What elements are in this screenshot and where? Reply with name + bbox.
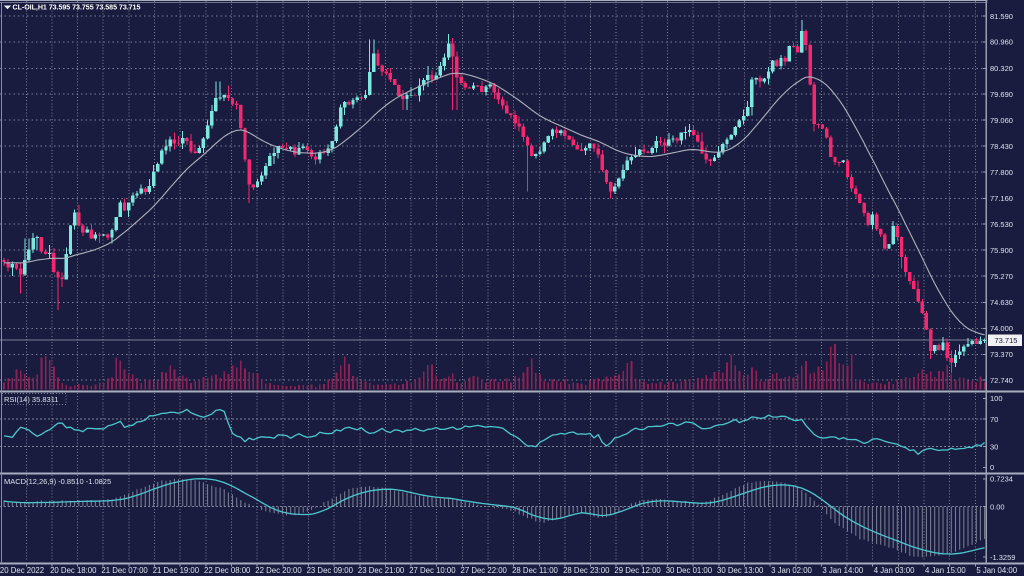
svg-text:76.530: 76.530 [990,220,1013,229]
svg-text:30 Dec 01:00: 30 Dec 01:00 [666,566,713,575]
svg-text:81.590: 81.590 [990,12,1013,21]
svg-text:22 Dec 20:00: 22 Dec 20:00 [255,566,302,575]
svg-text:30: 30 [990,443,998,452]
svg-text:23 Dec 09:00: 23 Dec 09:00 [307,566,354,575]
svg-text:20 Dec 18:00: 20 Dec 18:00 [50,566,97,575]
svg-text:21 Dec 19:00: 21 Dec 19:00 [153,566,200,575]
svg-text:27 Dec 22:00: 27 Dec 22:00 [461,566,508,575]
svg-text:73.370: 73.370 [990,350,1013,359]
svg-text:30 Dec 13:00: 30 Dec 13:00 [717,566,764,575]
svg-text:3 Jan 02:00: 3 Jan 02:00 [771,566,812,575]
svg-text:80.960: 80.960 [990,38,1013,47]
svg-text:79.060: 79.060 [990,116,1013,125]
svg-text:MACD(12,26,9) -0.8510 -1.0825: MACD(12,26,9) -0.8510 -1.0825 [4,477,111,486]
svg-text:28 Dec 23:00: 28 Dec 23:00 [563,566,610,575]
svg-text:0.00: 0.00 [990,502,1005,511]
svg-text:77.800: 77.800 [990,168,1013,177]
svg-text:74.000: 74.000 [990,324,1013,333]
svg-text:3 Jan 14:00: 3 Jan 14:00 [822,566,863,575]
svg-text:100: 100 [990,394,1003,403]
svg-text:70: 70 [990,415,998,424]
svg-text:80.320: 80.320 [990,64,1013,73]
svg-text:77.160: 77.160 [990,194,1013,203]
svg-text:27 Dec 10:00: 27 Dec 10:00 [409,566,456,575]
svg-text:CL-OIL,H1 73.595 73.755 73.58: CL-OIL,H1 73.595 73.755 73.585 73.715 [13,3,141,11]
svg-text:74.630: 74.630 [990,298,1013,307]
svg-text:4 Jan 15:00: 4 Jan 15:00 [925,566,966,575]
svg-text:-1.3259: -1.3259 [990,553,1015,562]
svg-text:79.690: 79.690 [990,90,1013,99]
svg-text:28 Dec 11:00: 28 Dec 11:00 [512,566,558,575]
svg-text:72.740: 72.740 [990,376,1013,385]
svg-text:21 Dec 07:00: 21 Dec 07:00 [101,566,148,575]
svg-text:RSI(14) 35.8311: RSI(14) 35.8311 [4,395,58,404]
svg-text:75.270: 75.270 [990,272,1013,281]
svg-text:73.715: 73.715 [995,336,1018,345]
svg-text:22 Dec 08:00: 22 Dec 08:00 [204,566,251,575]
svg-text:78.430: 78.430 [990,142,1013,151]
svg-text:5 Jan 04:00: 5 Jan 04:00 [976,566,1017,575]
svg-text:23 Dec 21:00: 23 Dec 21:00 [358,566,405,575]
svg-text:0: 0 [990,463,994,472]
svg-text:0.7234: 0.7234 [990,475,1013,484]
svg-text:75.900: 75.900 [990,246,1013,255]
svg-text:20 Dec 2022: 20 Dec 2022 [0,566,44,575]
svg-text:29 Dec 12:00: 29 Dec 12:00 [614,566,661,575]
svg-text:4 Jan 03:00: 4 Jan 03:00 [874,566,915,575]
